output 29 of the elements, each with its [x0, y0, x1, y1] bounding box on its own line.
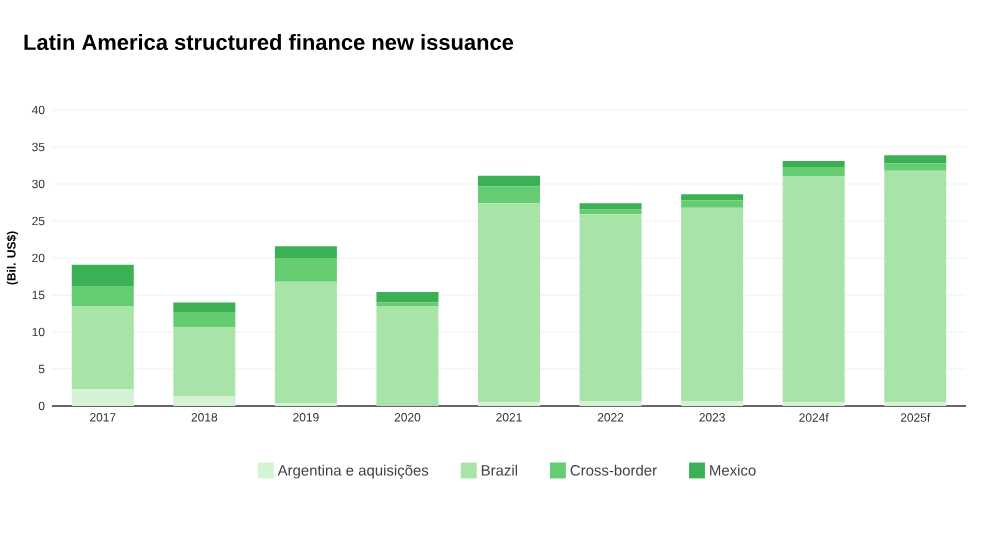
bar — [681, 207, 744, 402]
bar — [884, 163, 947, 171]
bar — [173, 312, 236, 328]
bar — [71, 286, 134, 307]
bar — [173, 302, 236, 313]
bar — [782, 176, 845, 403]
bar — [173, 327, 236, 397]
bar — [579, 214, 642, 402]
bar — [71, 306, 134, 389]
bar — [71, 264, 134, 287]
bar — [274, 281, 337, 404]
chart-title: Latin America structured finance new issuance — [24, 33, 514, 51]
bar — [71, 388, 134, 406]
bar — [579, 209, 642, 215]
bar — [884, 170, 947, 403]
bar — [274, 246, 337, 258]
bar — [884, 155, 947, 164]
bar — [579, 203, 642, 210]
bar — [478, 203, 540, 403]
bar — [681, 194, 744, 201]
bar — [173, 396, 236, 406]
bar — [376, 306, 439, 406]
bar — [681, 200, 744, 208]
bar — [376, 292, 439, 303]
bar — [478, 175, 540, 187]
bar — [274, 258, 337, 282]
bar — [782, 166, 845, 177]
bar — [782, 161, 845, 167]
bar — [478, 186, 540, 204]
